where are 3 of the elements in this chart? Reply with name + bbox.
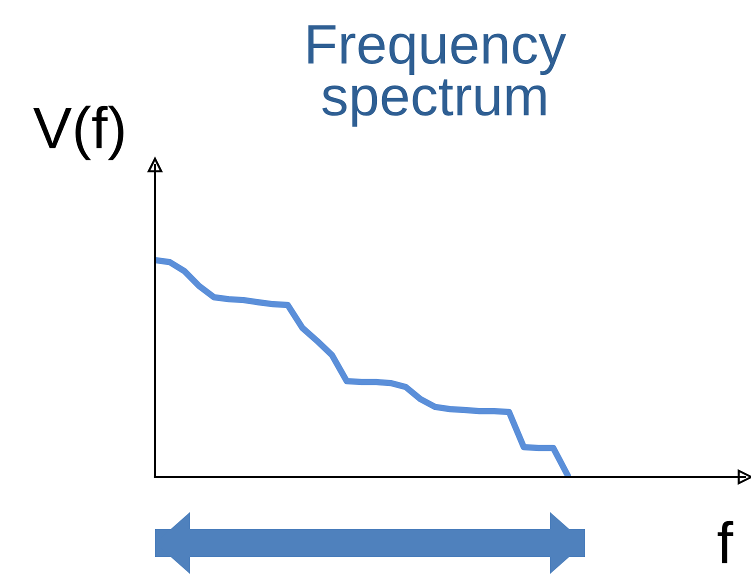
y-axis-title: V(f) — [33, 106, 124, 160]
x-axis-title: f — [718, 520, 734, 564]
chart-title: Frequency spectrum — [308, 25, 566, 127]
